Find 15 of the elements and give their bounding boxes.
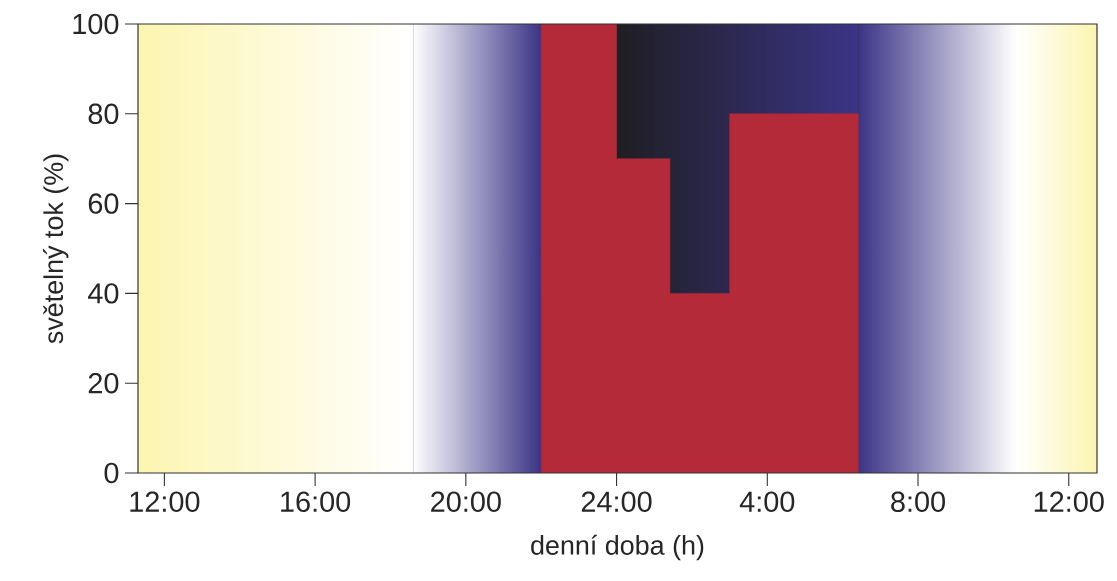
x-tick-label: 8:00: [891, 491, 945, 512]
x-tick-label: 16:00: [281, 491, 351, 512]
y-tick-label: 60: [88, 193, 119, 214]
y-tick-label: 100: [73, 13, 119, 35]
x-tick-label: 12:00: [1034, 491, 1104, 512]
x-tick-label: 4:00: [739, 491, 795, 512]
x-axis-title: denní doba (h): [531, 534, 704, 561]
x-tick-label: 20:00: [431, 491, 501, 512]
y-tick-label: 40: [88, 283, 119, 304]
y-axis-title: světelný tok (%): [43, 154, 69, 344]
y-tick-label: 80: [88, 103, 119, 125]
y-tick-label: 0: [104, 462, 119, 484]
x-tick-label: 24:00: [581, 491, 652, 512]
y-tick-label: 20: [88, 372, 119, 394]
x-tick-label: 12:00: [130, 491, 200, 512]
